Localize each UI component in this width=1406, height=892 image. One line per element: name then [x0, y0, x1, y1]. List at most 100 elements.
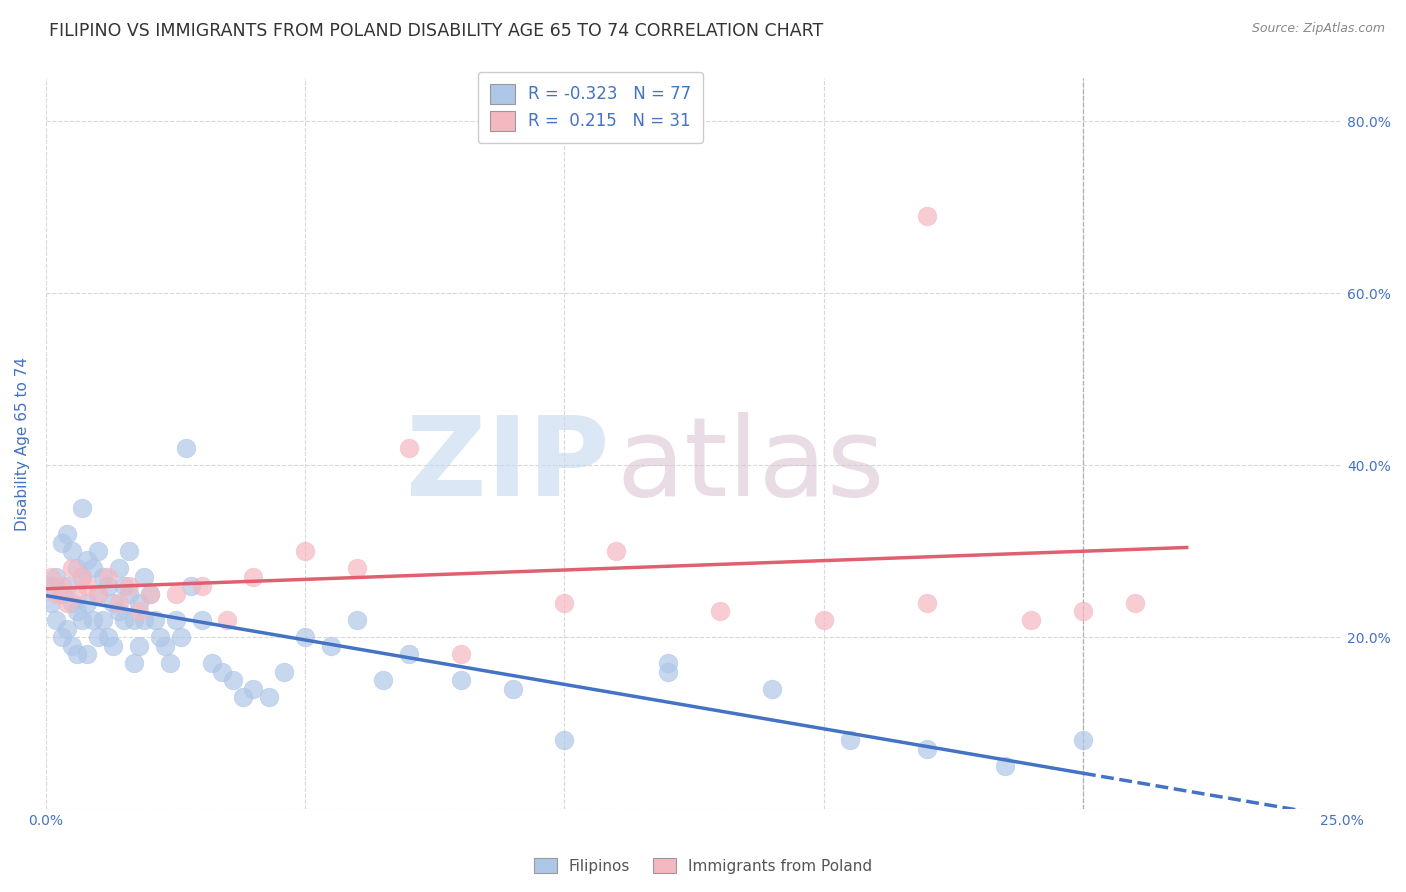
Point	[107, 604, 129, 618]
Point	[450, 673, 472, 687]
Point	[122, 613, 145, 627]
Point	[55, 578, 77, 592]
Point	[346, 613, 368, 627]
Point	[174, 441, 197, 455]
Point	[112, 578, 135, 592]
Point	[138, 587, 160, 601]
Point	[917, 742, 939, 756]
Point	[159, 656, 181, 670]
Point	[294, 544, 316, 558]
Point	[76, 578, 98, 592]
Point	[97, 570, 120, 584]
Point	[657, 656, 679, 670]
Point	[107, 561, 129, 575]
Point	[371, 673, 394, 687]
Point	[502, 681, 524, 696]
Point	[76, 648, 98, 662]
Point	[709, 604, 731, 618]
Point	[450, 648, 472, 662]
Point	[553, 733, 575, 747]
Point	[118, 578, 141, 592]
Point	[72, 613, 94, 627]
Point	[838, 733, 860, 747]
Point	[107, 596, 129, 610]
Point	[45, 570, 67, 584]
Point	[60, 639, 83, 653]
Point	[91, 570, 114, 584]
Point	[128, 596, 150, 610]
Point	[122, 656, 145, 670]
Point	[242, 570, 264, 584]
Point	[605, 544, 627, 558]
Point	[170, 630, 193, 644]
Point	[257, 690, 280, 705]
Point	[211, 665, 233, 679]
Point	[76, 553, 98, 567]
Point	[190, 613, 212, 627]
Point	[118, 587, 141, 601]
Point	[134, 570, 156, 584]
Point	[82, 613, 104, 627]
Point	[91, 613, 114, 627]
Point	[273, 665, 295, 679]
Point	[87, 630, 110, 644]
Point	[45, 613, 67, 627]
Point	[45, 587, 67, 601]
Point	[55, 622, 77, 636]
Point	[201, 656, 224, 670]
Point	[66, 648, 89, 662]
Point	[60, 561, 83, 575]
Point	[118, 544, 141, 558]
Point	[242, 681, 264, 696]
Point	[190, 578, 212, 592]
Point	[128, 639, 150, 653]
Legend: Filipinos, Immigrants from Poland: Filipinos, Immigrants from Poland	[527, 852, 879, 880]
Y-axis label: Disability Age 65 to 74: Disability Age 65 to 74	[15, 357, 30, 531]
Point	[917, 209, 939, 223]
Point	[87, 587, 110, 601]
Point	[1071, 733, 1094, 747]
Point	[82, 561, 104, 575]
Point	[66, 587, 89, 601]
Point	[155, 639, 177, 653]
Point	[143, 613, 166, 627]
Point	[87, 587, 110, 601]
Point	[138, 587, 160, 601]
Text: ZIP: ZIP	[406, 412, 610, 519]
Point	[103, 639, 125, 653]
Point	[398, 648, 420, 662]
Point	[103, 596, 125, 610]
Point	[72, 570, 94, 584]
Point	[165, 613, 187, 627]
Point	[761, 681, 783, 696]
Point	[51, 535, 73, 549]
Point	[1071, 604, 1094, 618]
Point	[51, 630, 73, 644]
Point	[72, 501, 94, 516]
Point	[51, 578, 73, 592]
Point	[76, 596, 98, 610]
Point	[39, 578, 62, 592]
Point	[128, 604, 150, 618]
Point	[55, 596, 77, 610]
Point	[221, 673, 243, 687]
Point	[112, 613, 135, 627]
Point	[149, 630, 172, 644]
Point	[60, 596, 83, 610]
Text: Source: ZipAtlas.com: Source: ZipAtlas.com	[1251, 22, 1385, 36]
Point	[66, 604, 89, 618]
Point	[66, 561, 89, 575]
Point	[813, 613, 835, 627]
Point	[97, 578, 120, 592]
Point	[60, 544, 83, 558]
Point	[398, 441, 420, 455]
Point	[346, 561, 368, 575]
Point	[39, 570, 62, 584]
Point	[217, 613, 239, 627]
Point	[917, 596, 939, 610]
Point	[51, 587, 73, 601]
Point	[232, 690, 254, 705]
Point	[97, 630, 120, 644]
Point	[994, 759, 1017, 773]
Point	[657, 665, 679, 679]
